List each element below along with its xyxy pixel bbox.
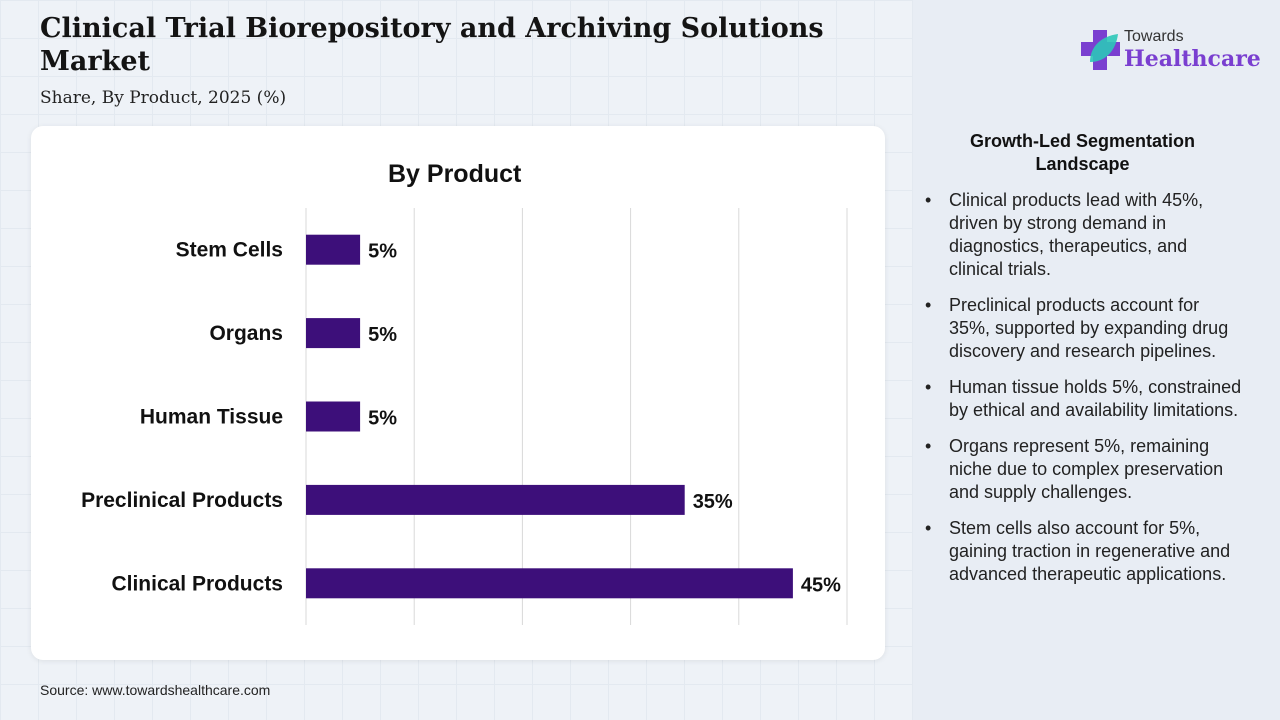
insights-list: Clinical products lead with 45%, driven …	[925, 189, 1245, 599]
source-note: Source: www.towardshealthcare.com	[40, 682, 271, 698]
category-label: Preclinical Products	[81, 489, 283, 512]
insights-heading: Growth-Led Segmentation Landscape	[970, 131, 1195, 174]
bar	[306, 318, 361, 349]
page-title: Clinical Trial Biorepository and Archivi…	[40, 13, 824, 77]
data-label: 5%	[368, 324, 397, 346]
bar	[306, 401, 361, 432]
logo-text-healthcare: Healthcare	[1124, 46, 1261, 72]
category-label: Clinical Products	[111, 572, 283, 595]
insight-item: Clinical products lead with 45%, driven …	[925, 189, 1245, 281]
data-label: 35%	[693, 491, 733, 513]
category-label: Organs	[209, 322, 283, 345]
insight-item: Organs represent 5%, remaining niche due…	[925, 435, 1245, 504]
page-subtitle: Share, By Product, 2025 (%)	[40, 88, 287, 108]
bar	[306, 484, 685, 515]
logo-text-towards: Towards	[1124, 28, 1184, 45]
data-label: 5%	[368, 241, 397, 263]
cross-leaf-icon	[1081, 30, 1120, 70]
bar-chart: Stem Cells 5% Organs 5% Human Tissue 5% Precli…	[81, 208, 848, 625]
bar	[306, 568, 793, 599]
category-label: Human Tissue	[140, 406, 283, 429]
data-label: 5%	[368, 408, 397, 430]
category-label: Stem Cells	[176, 239, 283, 262]
chart-title: By Product	[388, 160, 522, 188]
bar	[306, 234, 361, 265]
towards-healthcare-logo: Towards Healthcare	[1080, 26, 1261, 76]
insight-item: Human tissue holds 5%, constrained by et…	[925, 376, 1245, 422]
data-label: 45%	[801, 574, 841, 596]
insight-item: Preclinical products account for 35%, su…	[925, 294, 1245, 363]
insight-item: Stem cells also account for 5%, gaining …	[925, 517, 1245, 586]
